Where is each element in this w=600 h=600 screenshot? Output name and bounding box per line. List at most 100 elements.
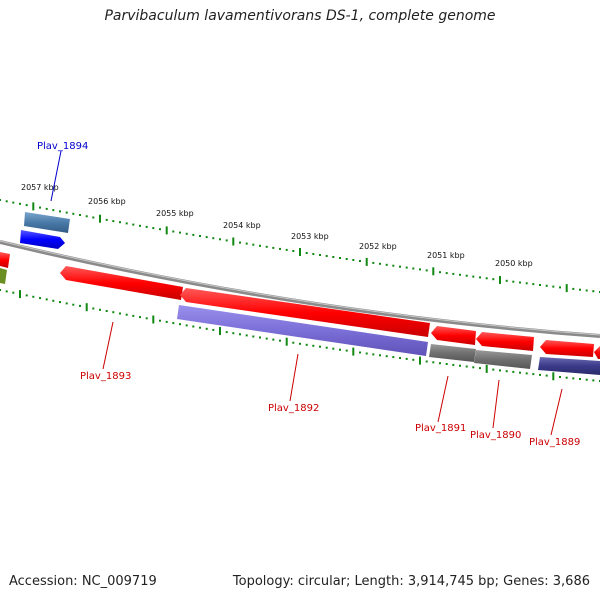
inner-scale-minor-tick [372, 353, 375, 356]
inner-scale-minor-tick [139, 316, 141, 319]
outer-scale-minor-tick [45, 207, 48, 210]
outer-scale-minor-tick [492, 278, 495, 281]
outer-scale-minor-tick [152, 227, 155, 230]
inner-scale-minor-tick [272, 338, 275, 341]
outer-scale-major-tick [99, 214, 101, 223]
inner-scale-minor-tick [525, 372, 528, 375]
inner-scale-major-tick [285, 337, 288, 346]
inner-scale-minor-tick [499, 369, 501, 372]
cds-plav-1890[interactable] [476, 332, 534, 351]
cds-gray-1890[interactable] [474, 350, 532, 369]
outer-scale-minor-tick [399, 265, 401, 268]
inner-scale-minor-tick [25, 294, 28, 297]
inner-scale-minor-tick [339, 348, 341, 351]
cds-plav-1892-purple[interactable] [177, 305, 428, 356]
inner-scale-minor-tick [592, 379, 595, 382]
outer-scale-minor-tick [245, 242, 248, 245]
callout-line-plav-1891 [437, 375, 449, 423]
inner-scale-major-tick [152, 315, 155, 324]
outer-scale-minor-tick [512, 280, 515, 283]
outer-scale-minor-tick [79, 214, 81, 216]
inner-scale-minor-tick [345, 349, 348, 352]
inner-scale-minor-tick [292, 341, 295, 344]
outer-scale-minor-tick [105, 218, 108, 221]
kbp-label-2053: 2053 kbp [291, 232, 329, 241]
inner-scale-minor-tick [545, 374, 548, 377]
inner-scale-minor-tick [379, 354, 381, 357]
inner-scale-minor-tick [5, 290, 8, 293]
outer-scale-minor-tick [25, 204, 28, 207]
outer-scale-major-tick [365, 257, 368, 266]
outer-scale-minor-tick [532, 283, 535, 286]
cds-plav-1892-red[interactable] [180, 288, 430, 337]
outer-scale-minor-tick [192, 233, 195, 236]
inner-scale-minor-tick [145, 317, 148, 320]
inner-scale-minor-tick [179, 323, 181, 326]
inner-scale-minor-tick [259, 336, 261, 339]
outer-scale-minor-tick [132, 223, 135, 226]
outer-scale-minor-tick [112, 220, 115, 223]
inner-scale-minor-tick [0, 289, 1, 291]
outer-scale-minor-tick [572, 287, 575, 290]
outer-scale-minor-tick [239, 241, 241, 244]
cds-plav-1894[interactable] [20, 230, 65, 249]
inner-scale-minor-tick [172, 322, 175, 325]
outer-scale-minor-tick [145, 225, 148, 228]
inner-scale-minor-tick [425, 360, 428, 363]
inner-scale-minor-tick [392, 356, 395, 359]
gene-label-plav-1892[interactable]: Plav_1892 [268, 403, 319, 414]
inner-scale-minor-tick [472, 366, 475, 369]
inner-scale-minor-tick [185, 324, 188, 327]
outer-scale-minor-tick [125, 222, 128, 225]
cds-navy-1889[interactable] [538, 357, 600, 375]
outer-scale-minor-tick [485, 277, 488, 280]
cds-steel-1894-region[interactable] [24, 212, 70, 233]
outer-scale-minor-tick [279, 247, 281, 250]
gene-label-plav-1889[interactable]: Plav_1889 [529, 437, 580, 448]
outer-scale-minor-tick [405, 266, 408, 269]
cds-red-right-edge[interactable] [594, 346, 600, 359]
inner-scale-minor-tick [245, 334, 248, 337]
gene-label-plav-1891[interactable]: Plav_1891 [415, 423, 466, 434]
outer-scale-minor-tick [392, 264, 395, 267]
outer-scale-minor-tick [585, 289, 588, 292]
inner-scale-minor-tick [505, 370, 508, 373]
inner-scale-minor-tick [165, 320, 168, 323]
inner-scale-minor-tick [205, 327, 208, 330]
inner-scale-minor-tick [279, 339, 281, 342]
inner-scale-major-tick [419, 356, 421, 365]
outer-scale-minor-tick [352, 259, 355, 261]
kbp-label-2057: 2057 kbp [21, 183, 59, 192]
inner-scale-minor-tick [92, 307, 95, 310]
inner-scale-major-tick [85, 303, 88, 312]
outer-scale-minor-tick [225, 239, 228, 242]
inner-scale-minor-tick [572, 377, 575, 380]
inner-scale-minor-tick [32, 295, 35, 298]
cds-plav-1891[interactable] [431, 326, 476, 345]
accession-label: Accession: NC_009719 [9, 574, 157, 589]
cds-plav-1893[interactable] [60, 266, 183, 300]
outer-scale-minor-tick [325, 255, 328, 257]
cds-plav-1889[interactable] [540, 340, 594, 357]
inner-scale-minor-tick [539, 373, 541, 376]
gene-label-plav-1890[interactable]: Plav_1890 [470, 430, 521, 441]
outer-scale-minor-tick [312, 253, 315, 255]
inner-scale-minor-tick [119, 312, 121, 315]
kbp-label-2056: 2056 kbp [88, 197, 126, 206]
outer-scale-minor-tick [379, 262, 381, 265]
cds-olive-left-edge[interactable] [0, 268, 7, 284]
inner-scale-minor-tick [319, 345, 321, 348]
outer-scale-minor-tick [59, 210, 61, 213]
inner-scale-minor-tick [39, 297, 41, 300]
cds-gray-1891[interactable] [429, 344, 476, 362]
outer-scale-minor-tick [179, 231, 181, 234]
gene-label-plav-1893[interactable]: Plav_1893 [80, 371, 131, 382]
gene-label-plav-1894[interactable]: Plav_1894 [37, 141, 88, 152]
inner-scale-minor-tick [299, 342, 301, 345]
inner-scale-minor-tick [445, 363, 448, 365]
cds-red-left-edge[interactable] [0, 252, 10, 268]
outer-scale-minor-tick [452, 272, 455, 275]
inner-scale-minor-tick [559, 376, 561, 378]
outer-scale-minor-tick [72, 212, 75, 215]
